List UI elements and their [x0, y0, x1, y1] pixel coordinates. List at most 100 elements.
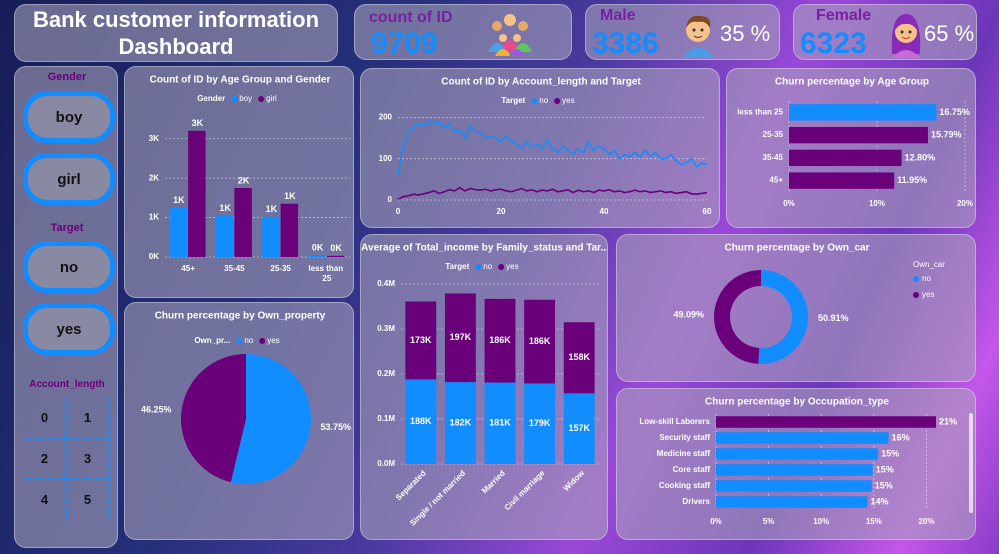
female-icon [891, 14, 921, 58]
data-label: 15.79% [931, 130, 962, 140]
legend-label: boy [239, 94, 252, 103]
x-tick-label: 25-35 [270, 264, 291, 273]
chart-panel: Churn percentage by Age Group 0% 10% 20% les… [726, 68, 976, 228]
data-label: 2K [238, 175, 250, 185]
data-label: 50.91% [818, 313, 849, 323]
y-tick-label: 2K [149, 173, 159, 182]
kpi-value: 6323 [800, 27, 867, 60]
legend-marker [913, 292, 919, 298]
slicer-button[interactable]: boy [23, 91, 115, 143]
male-icon [682, 15, 714, 58]
bar-segment [524, 383, 556, 464]
bar [262, 216, 280, 257]
x-tick-label: less than 25 [308, 264, 345, 283]
legend-marker [231, 96, 238, 102]
legend: Target no yes [501, 96, 574, 105]
y-tick-label: Low-skill Laborers [639, 417, 710, 426]
slicer-cell[interactable]: 3 [66, 438, 109, 479]
kpi-card: Male 3386 35 % [585, 4, 780, 60]
y-tick-label: 100 [379, 154, 393, 163]
data-label: 16% [892, 432, 910, 442]
kpi-label: count of ID [369, 9, 453, 26]
bar [789, 172, 895, 189]
data-label: 15% [876, 464, 894, 474]
data-label: 1K [284, 191, 296, 201]
slicer-cell[interactable]: 5 [66, 479, 109, 520]
chart: Count of ID by Account_length and Target… [379, 77, 712, 216]
kpi-card: Female 6323 65 % [793, 4, 977, 60]
data-label: 0K [312, 242, 324, 252]
bar [716, 448, 879, 460]
data-label: 182K [450, 417, 472, 427]
slicer-cell[interactable]: 0 [23, 397, 66, 438]
bar-segment [405, 379, 437, 464]
slicer-button[interactable]: girl [23, 153, 115, 205]
kpi-value: 9709 [371, 27, 438, 60]
bar [169, 207, 188, 257]
donut-slice [714, 270, 761, 364]
legend-marker [498, 264, 505, 270]
legend-label: no [539, 96, 548, 105]
y-tick-label: less than 25 [737, 107, 783, 116]
chart-panel: Churn percentage by Own_car 50.91% 49.09% O… [616, 234, 976, 382]
bar-segment [405, 301, 437, 380]
scrollbar [969, 413, 973, 513]
x-tick-label: Separated [394, 468, 428, 502]
bar-segment [444, 382, 476, 464]
chart: Average of Total_income by Family_status… [361, 243, 607, 528]
bar [789, 149, 902, 167]
slicer-cell[interactable]: 4 [23, 479, 66, 520]
legend-title: Target [445, 262, 469, 271]
y-tick-label: Cooking staff [659, 481, 710, 490]
y-tick-label: 0.2M [377, 369, 395, 378]
chart-title: Churn percentage by Age Group [775, 77, 929, 88]
legend: Own_pr... no yes [194, 336, 279, 345]
chart-title: Churn percentage by Own_property [155, 311, 326, 322]
chart-panel: Count of ID by Account_length and Target… [360, 68, 720, 228]
slicer-button[interactable]: no [23, 241, 115, 293]
legend-title: Target [501, 96, 525, 105]
x-tick-label: 10% [813, 517, 829, 526]
x-tick-label: 20 [497, 207, 506, 216]
bar-segment [563, 322, 595, 394]
chart: Count of ID by Age Group and Gender Gende… [149, 75, 350, 283]
bar [308, 255, 326, 257]
x-tick-label: 15% [866, 517, 882, 526]
bar [716, 432, 889, 444]
y-tick-label: Medicine staff [657, 449, 711, 458]
y-tick-label: Core staff [673, 465, 711, 474]
slicer-cell[interactable]: 1 [66, 397, 109, 438]
x-tick-label: 35-45 [224, 264, 245, 273]
data-label: 21% [939, 416, 957, 426]
legend: Target no yes [445, 262, 518, 271]
legend-marker [554, 98, 561, 104]
bar-segment [484, 382, 516, 464]
data-label: 173K [410, 335, 432, 345]
data-label: 158K [568, 352, 590, 362]
slicer-cell[interactable]: 2 [23, 438, 66, 479]
y-tick-label: 45+ [769, 176, 783, 185]
bar-segment [524, 299, 556, 384]
x-tick-label: Civil marriage [503, 468, 547, 512]
chart-panel: Average of Total_income by Family_status… [360, 234, 608, 540]
data-label: 157K [568, 423, 590, 433]
y-tick-label: 200 [379, 113, 393, 122]
y-tick-label: 25-35 [763, 130, 784, 139]
y-tick-label: 0.3M [377, 324, 395, 333]
bar-segment [484, 298, 516, 383]
kpi-percent: 65 % [924, 21, 975, 46]
x-tick-label: 45+ [181, 264, 195, 273]
data-label: 15% [881, 448, 899, 458]
chart-title: Churn percentage by Own_car [724, 243, 869, 254]
kpi-value: 3386 [592, 27, 659, 60]
dashboard-title: Bank customer information Dashboard [32, 7, 320, 59]
bar [716, 464, 873, 476]
legend-title: Gender [197, 94, 225, 103]
slicer-title: Target [50, 222, 84, 234]
chart: Churn percentage by Age Group 0% 10% 20% les… [737, 77, 973, 208]
chart-title: Count of ID by Account_length and Target [441, 77, 641, 88]
line [397, 120, 708, 176]
data-label: 186K [529, 336, 551, 346]
x-tick-label: Married [480, 468, 507, 495]
slicer-button[interactable]: yes [23, 303, 115, 355]
